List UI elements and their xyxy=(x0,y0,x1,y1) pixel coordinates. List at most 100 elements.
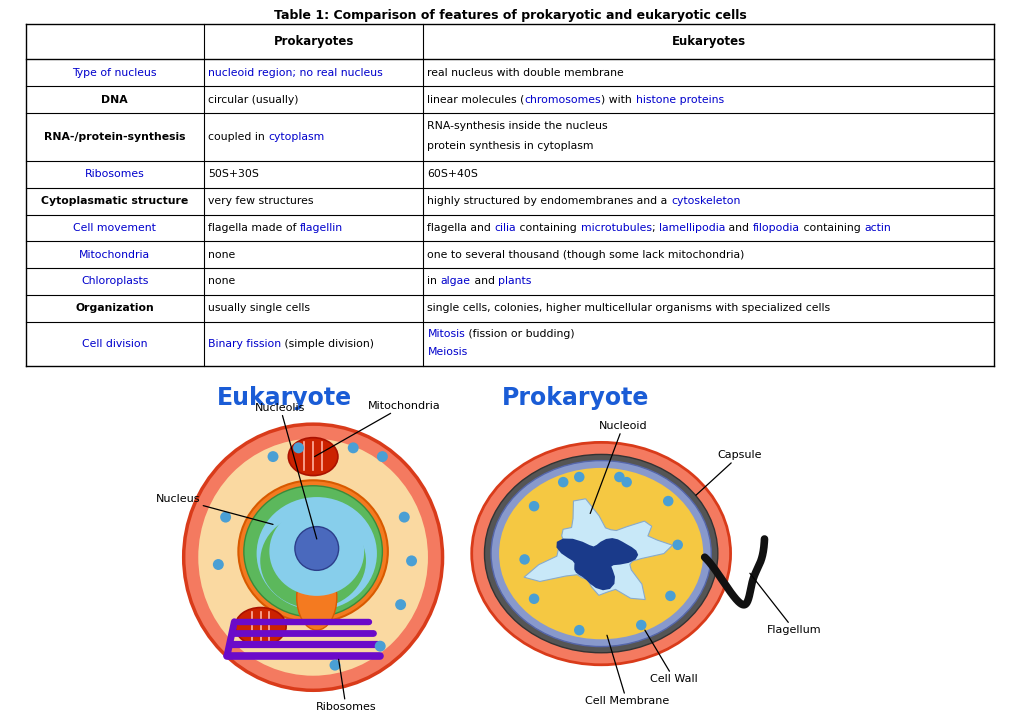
Text: (simple division): (simple division) xyxy=(281,338,374,348)
Text: 60S+40S: 60S+40S xyxy=(427,169,478,179)
Text: microtubules: microtubules xyxy=(580,223,651,233)
Text: (fission or budding): (fission or budding) xyxy=(465,328,574,338)
Circle shape xyxy=(213,559,223,570)
Ellipse shape xyxy=(471,443,730,665)
Text: one to several thousand (though some lack mitochondria): one to several thousand (though some lac… xyxy=(427,250,744,260)
Circle shape xyxy=(347,443,359,453)
Circle shape xyxy=(528,501,539,511)
Text: filopodia: filopodia xyxy=(752,223,799,233)
Circle shape xyxy=(267,451,278,462)
Polygon shape xyxy=(556,538,638,590)
Text: Meiosis: Meiosis xyxy=(427,347,467,357)
Text: protein synthesis in cytoplasm: protein synthesis in cytoplasm xyxy=(427,141,593,151)
Text: RNA-/protein-synthesis: RNA-/protein-synthesis xyxy=(44,132,185,142)
Text: flagella and: flagella and xyxy=(427,223,494,233)
Text: DNA: DNA xyxy=(101,94,128,104)
Text: very few structures: very few structures xyxy=(208,196,313,206)
Ellipse shape xyxy=(234,608,286,645)
Text: cytoplasm: cytoplasm xyxy=(268,132,324,142)
Text: and: and xyxy=(725,223,752,233)
Text: Mitochondria: Mitochondria xyxy=(314,401,440,456)
Text: Cell movement: Cell movement xyxy=(73,223,156,233)
Text: single cells, colonies, higher multicellular organisms with specialized cells: single cells, colonies, higher multicell… xyxy=(427,303,829,313)
Circle shape xyxy=(406,555,417,566)
Text: real nucleus with double membrane: real nucleus with double membrane xyxy=(427,68,624,78)
Circle shape xyxy=(377,451,387,462)
Text: Chloroplasts: Chloroplasts xyxy=(81,276,149,286)
Text: ) with: ) with xyxy=(600,94,635,104)
Text: Nucleoid: Nucleoid xyxy=(590,421,647,513)
Text: chromosomes: chromosomes xyxy=(524,94,600,104)
Text: coupled in: coupled in xyxy=(208,132,268,142)
Text: Eukaryote: Eukaryote xyxy=(216,386,352,410)
Circle shape xyxy=(636,620,646,630)
Text: actin: actin xyxy=(863,223,890,233)
Text: histone proteins: histone proteins xyxy=(635,94,722,104)
Ellipse shape xyxy=(484,454,717,653)
Ellipse shape xyxy=(498,468,702,639)
Polygon shape xyxy=(524,499,672,600)
Text: none: none xyxy=(208,276,235,286)
Text: cytoskeleton: cytoskeleton xyxy=(671,196,740,206)
Text: Capsule: Capsule xyxy=(695,450,761,496)
Circle shape xyxy=(613,472,624,482)
Text: circular (usually): circular (usually) xyxy=(208,94,299,104)
Text: Ribosomes: Ribosomes xyxy=(315,659,376,712)
Circle shape xyxy=(662,496,673,506)
Circle shape xyxy=(374,640,385,652)
Circle shape xyxy=(621,477,632,488)
Text: and: and xyxy=(471,276,497,286)
Text: none: none xyxy=(208,250,235,260)
Ellipse shape xyxy=(288,438,337,476)
Text: ;: ; xyxy=(651,223,658,233)
Text: in: in xyxy=(427,276,440,286)
Text: Cell Membrane: Cell Membrane xyxy=(584,635,668,706)
Circle shape xyxy=(672,540,683,550)
Ellipse shape xyxy=(198,438,428,675)
Ellipse shape xyxy=(260,513,366,608)
Text: Type of nucleus: Type of nucleus xyxy=(72,68,157,78)
Text: Mitochondria: Mitochondria xyxy=(79,250,150,260)
Text: nucleoid region; no real nucleus: nucleoid region; no real nucleus xyxy=(208,68,382,78)
Text: RNA-synthesis inside the nucleus: RNA-synthesis inside the nucleus xyxy=(427,121,607,131)
Text: Cell division: Cell division xyxy=(82,338,148,348)
Ellipse shape xyxy=(257,497,377,610)
Ellipse shape xyxy=(269,507,364,596)
Circle shape xyxy=(664,590,675,601)
Ellipse shape xyxy=(490,461,710,647)
Ellipse shape xyxy=(238,481,387,623)
Circle shape xyxy=(329,660,340,670)
Text: plants: plants xyxy=(497,276,531,286)
Text: Nucleus: Nucleus xyxy=(156,494,273,524)
Ellipse shape xyxy=(297,565,336,630)
Text: flagella made of: flagella made of xyxy=(208,223,300,233)
Text: Binary fission: Binary fission xyxy=(208,338,281,348)
Text: flagellin: flagellin xyxy=(300,223,342,233)
Circle shape xyxy=(398,512,410,523)
Text: Eukaryotes: Eukaryotes xyxy=(672,35,745,49)
Circle shape xyxy=(574,472,584,482)
Circle shape xyxy=(557,477,568,488)
Text: usually single cells: usually single cells xyxy=(208,303,310,313)
Circle shape xyxy=(394,599,406,610)
Text: highly structured by endomembranes and a: highly structured by endomembranes and a xyxy=(427,196,671,206)
Text: Nucleolis: Nucleolis xyxy=(255,403,317,539)
Circle shape xyxy=(574,625,584,635)
Text: Cytoplasmatic structure: Cytoplasmatic structure xyxy=(41,196,189,206)
Text: containing: containing xyxy=(799,223,863,233)
Text: containing: containing xyxy=(516,223,580,233)
Text: Ribosomes: Ribosomes xyxy=(85,169,145,179)
Circle shape xyxy=(528,593,539,604)
Text: 50S+30S: 50S+30S xyxy=(208,169,259,179)
Text: Flagellum: Flagellum xyxy=(749,573,821,635)
Circle shape xyxy=(292,443,304,453)
Text: Organization: Organization xyxy=(75,303,154,313)
Ellipse shape xyxy=(244,486,382,617)
Circle shape xyxy=(294,527,338,570)
Text: Prokaryotes: Prokaryotes xyxy=(273,35,354,49)
Text: lamellipodia: lamellipodia xyxy=(658,223,725,233)
Text: Table 1: Comparison of features of prokaryotic and eukaryotic cells: Table 1: Comparison of features of proka… xyxy=(273,9,746,22)
Text: cilia: cilia xyxy=(494,223,516,233)
Text: Prokaryote: Prokaryote xyxy=(501,386,649,410)
Text: Mitosis: Mitosis xyxy=(427,328,465,338)
